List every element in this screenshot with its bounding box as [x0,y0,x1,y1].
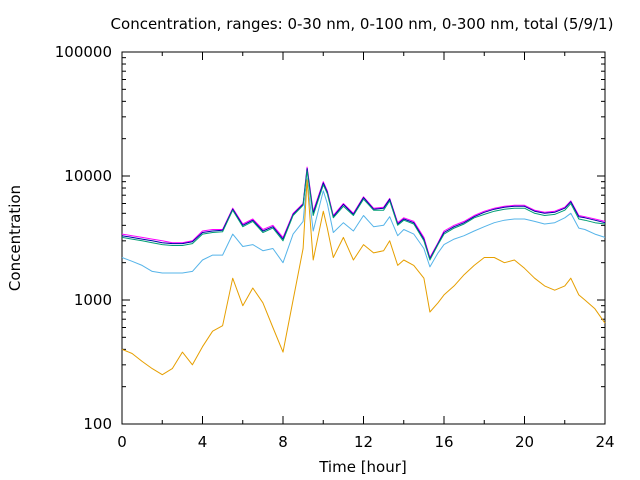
plot-frame [121,51,606,425]
chart-title: Concentration, ranges: 0-30 nm, 0-100 nm… [111,15,614,33]
x-axis: 0 4 8 12 16 20 24 [117,52,615,451]
series-line-2 [121,168,606,260]
series-layer [121,166,606,376]
series-line-1 [121,166,606,258]
y-tick-label: 1000 [74,291,112,309]
y-axis: 100 1000 10000 100000 [55,43,605,433]
y-tick-label: 10000 [64,167,112,185]
x-tick-label: 4 [198,433,208,451]
x-tick-label: 12 [354,433,373,451]
y-tick-label: 100 [83,415,112,433]
x-tick-label: 0 [117,433,127,451]
x-axis-label: Time [hour] [318,458,407,476]
series-line-4 [121,178,606,274]
y-tick-label: 100000 [55,43,112,61]
y-axis-label: Concentration [6,185,24,291]
x-tick-label: 24 [595,433,614,451]
series-line-3 [121,170,606,261]
series-line-5 [121,179,606,376]
x-tick-label: 8 [278,433,288,451]
x-tick-label: 20 [515,433,534,451]
x-tick-label: 16 [434,433,453,451]
